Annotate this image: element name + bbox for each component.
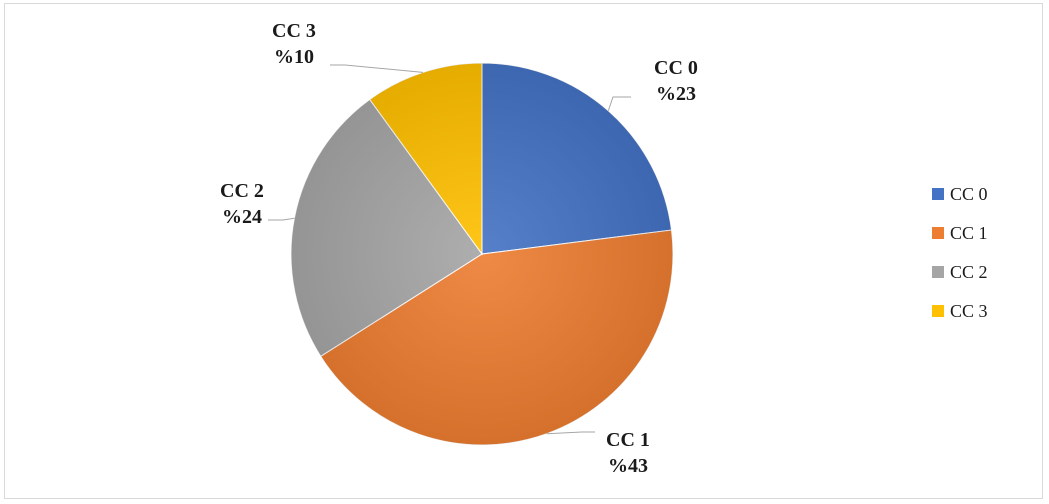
legend-swatch	[932, 188, 944, 200]
slice-category-label: CC 1	[606, 429, 650, 451]
leader-line	[607, 96, 631, 111]
legend-label: CC 3	[950, 301, 988, 321]
slice-category-label: CC 0	[654, 57, 698, 79]
slice-category-label: CC 2	[220, 180, 264, 202]
slice-labels: CC 0 %23 CC 1 %43 CC 2 %24 CC 3 %10	[220, 20, 698, 477]
legend: CC 0 CC 1 CC 2 CC 3	[932, 184, 988, 321]
pie-slices	[290, 62, 674, 446]
leader-line	[546, 431, 595, 435]
legend-swatch	[932, 227, 944, 239]
slice-category-label: CC 3	[272, 20, 316, 42]
legend-swatch	[932, 305, 944, 317]
leader-line	[330, 64, 424, 73]
legend-label: CC 0	[950, 184, 988, 204]
leader-lines	[268, 64, 631, 435]
slice-value-label: %43	[608, 455, 648, 477]
pie-slice-cc-0	[481, 62, 673, 255]
slice-value-label: %23	[656, 83, 696, 105]
leader-line	[268, 217, 295, 221]
legend-label: CC 2	[950, 262, 988, 282]
legend-swatch	[932, 266, 944, 278]
legend-label: CC 1	[950, 223, 988, 243]
slice-value-label: %24	[222, 206, 262, 228]
slice-value-label: %10	[274, 46, 314, 68]
